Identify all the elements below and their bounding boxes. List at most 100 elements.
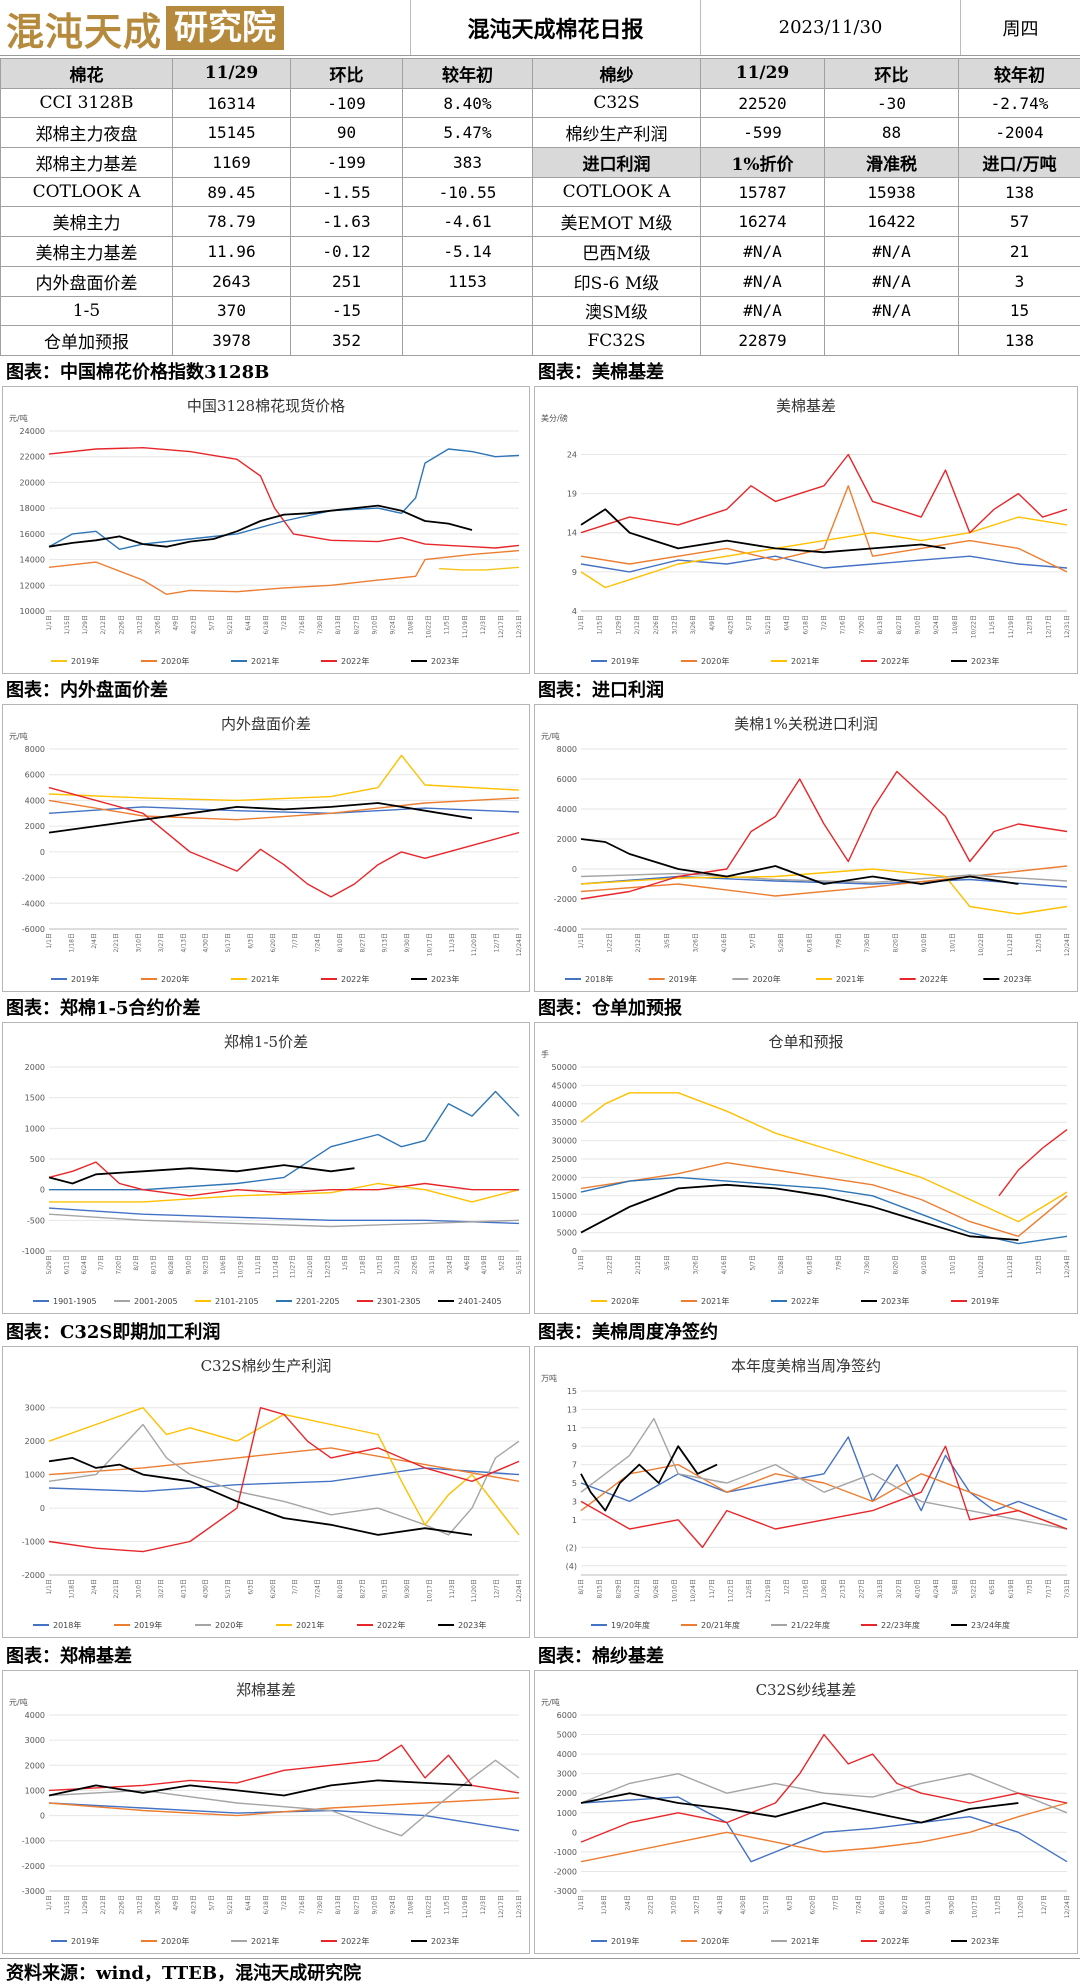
value-cell: -199 — [290, 147, 403, 178]
y-tick-label: -2000 — [22, 1571, 45, 1580]
x-tick-label: 2/26日 — [118, 615, 125, 634]
y-tick-label: 2000 — [557, 1789, 577, 1798]
x-tick-label: 1/15日 — [64, 615, 71, 634]
x-tick-label: 10/17日 — [971, 1895, 978, 1918]
x-tick-label: 1/1日 — [46, 615, 53, 631]
header-cell: 较年初 — [958, 58, 1080, 89]
x-tick-label: 11/7日 — [709, 1579, 716, 1598]
y-tick-label: 22000 — [20, 453, 45, 462]
x-tick-label: 9/13日 — [925, 1895, 932, 1914]
legend-label: 2021年 — [836, 974, 864, 984]
x-tick-label: 7/7日 — [292, 1579, 299, 1595]
y-tick-label: 6000 — [557, 1711, 577, 1720]
x-tick-label: 5/8日 — [952, 1579, 959, 1595]
x-tick-label: 4/23日 — [728, 615, 735, 634]
value-cell: 2643 — [172, 265, 291, 297]
header-cell: 进口/万吨 — [958, 147, 1080, 178]
x-tick-label: 8/27日 — [359, 1579, 366, 1598]
y-tick-label: -4000 — [554, 925, 577, 934]
y-tick-label: 2000 — [25, 822, 45, 831]
row-label: 美棉主力基差 — [0, 236, 173, 267]
x-tick-label: 10/22日 — [971, 615, 978, 638]
x-tick-label: 4/9日 — [709, 615, 716, 631]
series-line — [48, 1407, 520, 1536]
legend-label: 22/23年度 — [881, 1620, 920, 1630]
x-tick-label: 3/27日 — [694, 1895, 701, 1914]
legend-label: 2019年 — [611, 656, 639, 666]
y-tick-label: 14 — [567, 529, 577, 538]
x-tick-label: 4/19日 — [481, 1255, 488, 1274]
table-row: COTLOOK A 15787 15938 138 — [532, 176, 1080, 208]
x-tick-label: 8/27日 — [359, 933, 366, 952]
legend-label: 2022年 — [791, 1296, 819, 1306]
x-tick-label: 2/26日 — [412, 1255, 419, 1274]
x-tick-label: 3/10日 — [671, 1895, 678, 1914]
value-cell: 22879 — [700, 325, 825, 356]
y-tick-label: -2000 — [554, 895, 577, 904]
x-tick-label: 12/3日 — [1035, 1255, 1042, 1274]
section-title: 图表：棉纱基差 — [538, 1646, 664, 1667]
x-tick-label: 12/24日 — [1064, 933, 1071, 956]
x-tick-label: 7/20日 — [116, 1255, 123, 1274]
x-tick-label: 6/18日 — [263, 615, 270, 634]
y-tick-label: 2000 — [25, 1761, 45, 1770]
header-cell: 进口利润 — [532, 147, 701, 178]
y-tick-label: -3000 — [554, 1887, 577, 1896]
legend-label: 2020年 — [161, 1936, 189, 1946]
legend-label: 2301-2305 — [377, 1297, 421, 1306]
x-tick-label: 2/13日 — [840, 1579, 847, 1598]
series-line — [580, 485, 1068, 573]
value-cell: 15 — [958, 295, 1080, 327]
series-line — [580, 516, 1068, 589]
x-tick-label: 7/24日 — [315, 1579, 322, 1598]
row-label: 内外盘面价差 — [0, 265, 173, 297]
y-tick-label: -6000 — [22, 925, 45, 934]
x-tick-label: 2/4日 — [91, 1579, 98, 1595]
x-tick-label: 3/27日 — [158, 1579, 165, 1598]
x-tick-label: 2/4日 — [91, 933, 98, 949]
x-tick-label: 8/29日 — [615, 1579, 622, 1598]
chart-zce-basis: 郑棉基差 元/吨 -3000 -2000 -1000 0 1000 2000 3000 4000 1… — [2, 1670, 530, 1954]
x-tick-label: 8/15日 — [597, 1579, 604, 1598]
y-tick-label: 24 — [567, 450, 577, 459]
value-cell: 78.79 — [172, 206, 291, 238]
chart-title: C32S纱线基差 — [756, 1681, 857, 1699]
y-tick-label: 3000 — [557, 1770, 577, 1779]
x-tick-label: 3/26日 — [692, 933, 699, 952]
x-tick-label: 9/13日 — [382, 1579, 389, 1598]
series-line — [48, 1447, 520, 1482]
series-line — [48, 786, 520, 898]
value-cell: 89.45 — [172, 176, 291, 208]
x-tick-label: 11/20日 — [1018, 1895, 1025, 1918]
x-tick-label: 10/17日 — [426, 933, 433, 956]
x-tick-label: 11/5日 — [444, 1895, 451, 1914]
section-title: 图表：美棉周度净签约 — [538, 1322, 718, 1343]
x-tick-label: 5/28日 — [778, 1255, 785, 1274]
x-tick-label: 9/23日 — [203, 1255, 210, 1274]
series-line — [580, 508, 946, 554]
table-row: COTLOOK A 89.45 -1.55 -10.55 — [0, 176, 533, 208]
value-cell: -2004 — [958, 117, 1080, 149]
x-tick-label: 11/3日 — [995, 1895, 1002, 1914]
x-tick-label: 8/20日 — [892, 1255, 899, 1274]
y-tick-label: 6000 — [557, 775, 577, 784]
x-tick-label: 11/21日 — [728, 1579, 735, 1602]
y-tick-label: 25000 — [552, 1155, 577, 1164]
x-tick-label: 7/2日 — [281, 1895, 288, 1911]
series-line — [580, 770, 1068, 900]
legend-label: 2023年 — [431, 974, 459, 984]
y-tick-label: 2000 — [557, 835, 577, 844]
value-cell: -10.55 — [402, 176, 533, 208]
section-title: 图表：进口利润 — [538, 680, 664, 701]
x-tick-label: 5/7日 — [750, 933, 757, 949]
series-line — [580, 838, 1019, 885]
x-tick-label: 12/10日 — [307, 1255, 314, 1278]
x-tick-label: 7/30日 — [864, 933, 871, 952]
series-line — [48, 802, 473, 834]
value-cell: -4.61 — [402, 206, 533, 238]
series-line — [48, 806, 520, 814]
x-tick-label: 8/15日 — [150, 1255, 157, 1274]
y-tick-label: 11 — [567, 1424, 577, 1433]
y-tick-label: -1000 — [22, 1538, 45, 1547]
